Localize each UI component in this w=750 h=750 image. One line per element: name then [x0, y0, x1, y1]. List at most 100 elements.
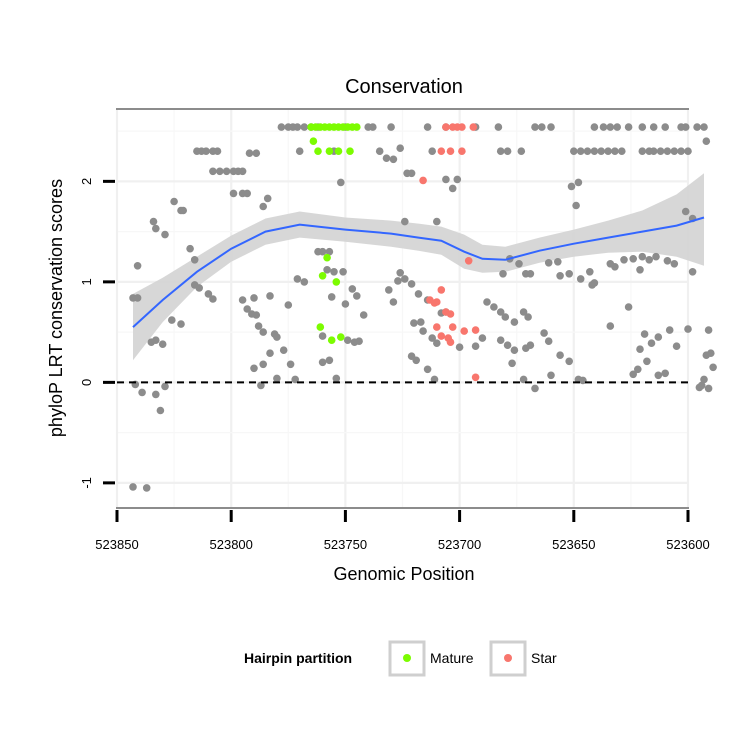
point-other [618, 147, 626, 155]
x-tick-label: 523650 [552, 537, 595, 552]
point-other [538, 123, 546, 131]
point-other [629, 370, 637, 379]
point-other [524, 313, 532, 321]
point-other [661, 369, 669, 378]
point-other [704, 326, 713, 334]
legend-title: Hairpin partition [244, 650, 352, 666]
points [129, 123, 717, 492]
point-star [437, 147, 446, 155]
point-other [204, 290, 213, 298]
point-other [684, 147, 692, 155]
point-other [250, 364, 258, 373]
point-other [702, 137, 711, 145]
point-other [645, 255, 653, 264]
legend-swatch-star [504, 654, 512, 662]
point-other [576, 147, 585, 155]
point-other [229, 189, 238, 198]
point-other [238, 296, 247, 304]
point-other [190, 255, 199, 264]
point-other [654, 333, 663, 341]
point-other [638, 123, 647, 131]
point-other [681, 123, 690, 131]
point-other [270, 330, 279, 338]
point-other [414, 290, 423, 298]
point-other [161, 382, 169, 391]
y-axis-label: phyloP LRT conservation scores [46, 179, 66, 437]
point-other [652, 252, 660, 261]
point-star [471, 326, 480, 334]
axes: 523850 523800 523750 523700 523650 523600 -1 0 1… [79, 178, 710, 552]
x-axis-label: Genomic Position [333, 564, 474, 584]
point-other [519, 308, 528, 316]
point-mature [346, 147, 354, 155]
point-other [496, 336, 505, 345]
point-other [152, 390, 160, 399]
point-other [531, 384, 539, 393]
point-other [286, 360, 295, 369]
point-other [574, 178, 583, 187]
point-other [423, 365, 432, 374]
point-other [428, 147, 437, 155]
point-other [401, 217, 409, 226]
point-other [396, 144, 405, 152]
point-other [544, 337, 553, 346]
point-other [419, 327, 427, 335]
point-other [410, 319, 418, 327]
point-star [471, 373, 480, 382]
point-other [681, 207, 690, 216]
point-other [700, 375, 708, 384]
point-other [611, 263, 619, 271]
point-star [419, 176, 427, 185]
point-other [252, 311, 261, 319]
point-other [133, 294, 142, 302]
point-other [209, 167, 217, 176]
point-other [661, 123, 669, 131]
point-other [332, 374, 341, 383]
point-other [407, 169, 416, 178]
point-other [590, 279, 599, 287]
point-other [640, 330, 649, 338]
point-mature [332, 278, 341, 286]
x-tick-label: 523850 [95, 537, 138, 552]
point-other [700, 123, 708, 131]
point-other [168, 316, 176, 324]
point-other [544, 259, 553, 267]
point-other [556, 272, 564, 280]
point-mature [334, 147, 343, 155]
point-other [263, 194, 272, 203]
point-other [245, 149, 254, 157]
point-other [654, 371, 663, 380]
point-other [586, 268, 594, 276]
point-other [284, 301, 293, 309]
point-other [670, 260, 679, 268]
point-other [572, 201, 580, 210]
smooth-line [132, 216, 705, 328]
point-other [273, 374, 281, 383]
point-other [394, 277, 402, 285]
point-other [277, 123, 286, 131]
point-other [222, 167, 231, 176]
point-other [216, 167, 224, 176]
point-other [142, 484, 151, 492]
point-other [496, 147, 505, 155]
point-other [567, 182, 576, 191]
point-other [243, 305, 251, 313]
point-other [677, 147, 685, 155]
point-other [129, 483, 137, 491]
point-other [330, 268, 338, 276]
point-other [337, 178, 345, 187]
point-other [348, 285, 357, 293]
point-other [478, 334, 487, 342]
point-star [460, 327, 469, 335]
point-other [590, 147, 599, 155]
point-other [501, 313, 510, 321]
point-other [259, 360, 268, 369]
point-other [133, 262, 142, 270]
point-mature [318, 272, 327, 280]
point-other [266, 292, 274, 300]
point-other [604, 147, 612, 155]
point-other [620, 255, 628, 264]
point-other [656, 147, 665, 155]
point-other [483, 298, 491, 306]
